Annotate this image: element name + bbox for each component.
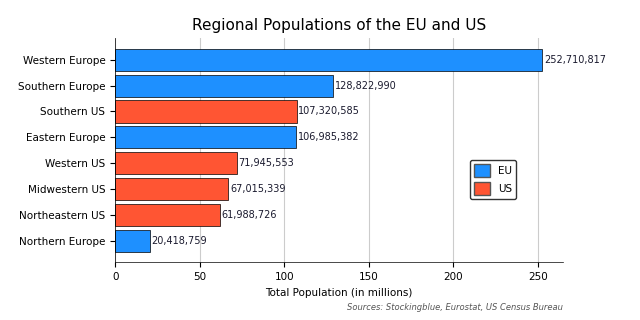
Text: 67,015,339: 67,015,339	[230, 184, 285, 194]
Bar	[115, 75, 333, 97]
Text: 61,988,726: 61,988,726	[221, 210, 277, 220]
Title: Regional Populations of the EU and US: Regional Populations of the EU and US	[192, 18, 486, 33]
X-axis label: Total Population (in millions): Total Population (in millions)	[266, 288, 413, 298]
Bar	[115, 126, 296, 148]
Bar	[115, 152, 237, 174]
Text: Sources: Stockingblue, Eurostat, US Census Bureau: Sources: Stockingblue, Eurostat, US Cens…	[348, 303, 563, 312]
Bar	[115, 178, 228, 200]
Bar	[115, 49, 543, 71]
Bar	[115, 204, 220, 226]
Text: 128,822,990: 128,822,990	[335, 81, 396, 91]
Bar	[115, 230, 150, 252]
Text: 252,710,817: 252,710,817	[544, 55, 606, 65]
Text: 107,320,585: 107,320,585	[298, 107, 360, 116]
Text: 20,418,759: 20,418,759	[152, 236, 207, 246]
Text: 106,985,382: 106,985,382	[298, 132, 360, 142]
Legend: EU, US: EU, US	[470, 160, 516, 199]
Bar	[115, 100, 296, 123]
Text: 71,945,553: 71,945,553	[239, 158, 294, 168]
